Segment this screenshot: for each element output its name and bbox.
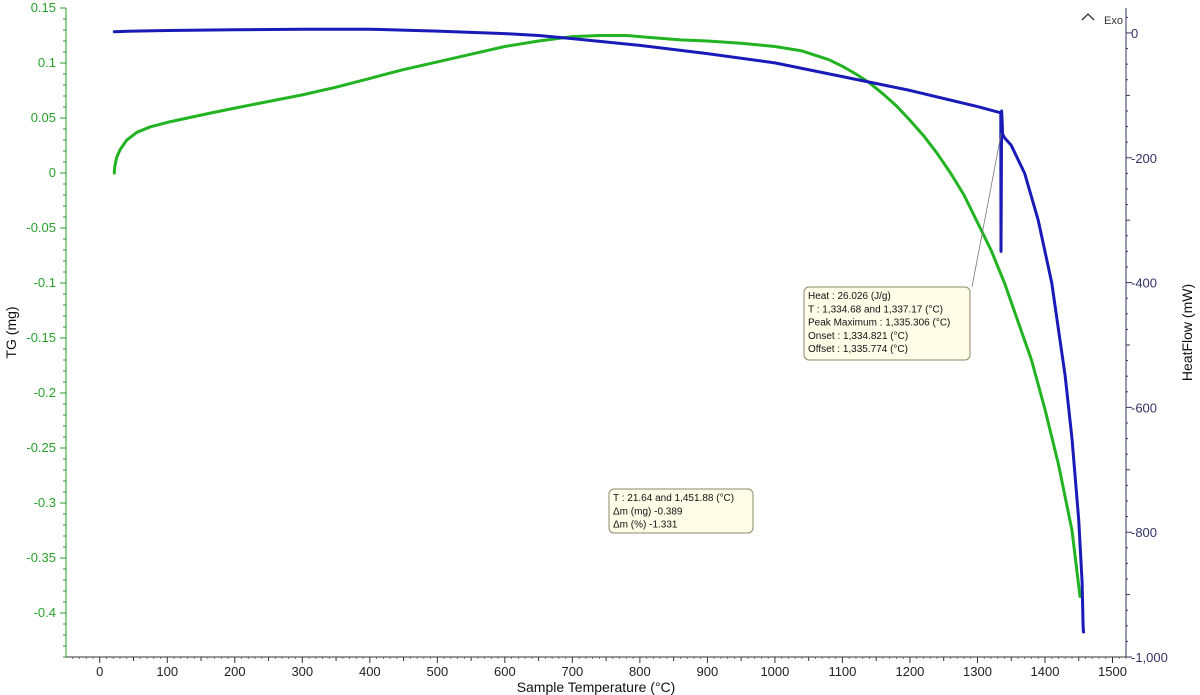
peak-annotation-box: Heat : 26.026 (J/g) T : 1,334.68 and 1,33…	[803, 286, 971, 361]
x-tick-label: 700	[562, 664, 584, 679]
left-tick-label: -0.2	[34, 385, 56, 400]
right-tick-label: -800	[1131, 525, 1157, 540]
annotation-line: Δm (%) -1.331	[613, 520, 678, 531]
left-axis-title: TG (mg)	[3, 306, 19, 358]
left-tick-label: -0.25	[26, 440, 56, 455]
annotation-line: Onset : 1,334.821 (°C)	[808, 331, 908, 342]
x-tick-label: 1400	[1031, 664, 1060, 679]
left-tick-label: -0.1	[34, 275, 56, 290]
left-tick-label: 0.05	[31, 110, 56, 125]
right-axis-title: HeatFlow (mW)	[1179, 284, 1195, 381]
annotation-line: T : 21.64 and 1,451.88 (°C)	[613, 493, 734, 504]
x-tick-label: 1200	[895, 664, 924, 679]
left-tick-label: 0.1	[38, 55, 56, 70]
x-tick-label: 100	[156, 664, 178, 679]
x-tick-label: 800	[629, 664, 651, 679]
x-tick-label: 1300	[963, 664, 992, 679]
left-tick-label: -0.15	[26, 330, 56, 345]
x-tick-label: 600	[494, 664, 516, 679]
exo-label: Exo	[1104, 15, 1123, 27]
x-axis-title: Sample Temperature (°C)	[517, 679, 676, 695]
x-tick-label: 0	[96, 664, 103, 679]
mass-annotation-box: T : 21.64 and 1,451.88 (°C) Δm (mg) -0.38…	[608, 488, 754, 534]
x-tick-label: 500	[426, 664, 448, 679]
left-tick-label: -0.4	[34, 605, 56, 620]
x-tick-label: 400	[359, 664, 381, 679]
annotation-frame	[608, 488, 754, 534]
heatflow-series-line	[112, 27, 1085, 634]
left-tick-label: 0.15	[31, 0, 56, 15]
annotation-line: Offset : 1,335.774 (°C)	[808, 344, 908, 355]
left-tick-label: 0	[49, 165, 56, 180]
right-tick-label: 0	[1131, 26, 1138, 41]
exo-arrow-icon	[1081, 13, 1095, 21]
annotation-line: T : 1,334.68 and 1,337.17 (°C)	[808, 304, 943, 315]
left-tick-label: -0.05	[26, 220, 56, 235]
x-tick-label: 200	[224, 664, 246, 679]
right-tick-label: -1,000	[1131, 650, 1168, 665]
annotation-line: Heat : 26.026 (J/g)	[808, 291, 891, 302]
annotation-frame	[803, 286, 971, 361]
x-tick-label: 300	[291, 664, 313, 679]
right-tick-label: -600	[1131, 400, 1157, 415]
annotation-line: Peak Maximum : 1,335.306 (°C)	[808, 318, 950, 329]
annotation-line: Δm (mg) -0.389	[613, 506, 683, 517]
x-tick-label: 1100	[828, 664, 856, 679]
x-tick-label: 900	[697, 664, 719, 679]
x-tick-label: 1000	[760, 664, 789, 679]
right-tick-label: -400	[1131, 276, 1157, 291]
left-tick-label: -0.3	[34, 495, 56, 510]
x-tick-label: 1500	[1098, 664, 1127, 679]
tg-series-line	[112, 34, 1082, 598]
left-tick-label: -0.35	[26, 550, 56, 565]
peak-leader-line	[971, 132, 1002, 288]
right-tick-label: -200	[1131, 151, 1157, 166]
